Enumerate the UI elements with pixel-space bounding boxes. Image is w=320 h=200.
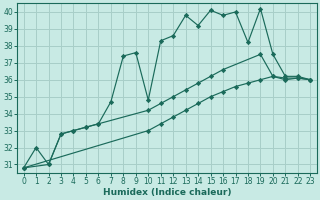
X-axis label: Humidex (Indice chaleur): Humidex (Indice chaleur) [103, 188, 231, 197]
